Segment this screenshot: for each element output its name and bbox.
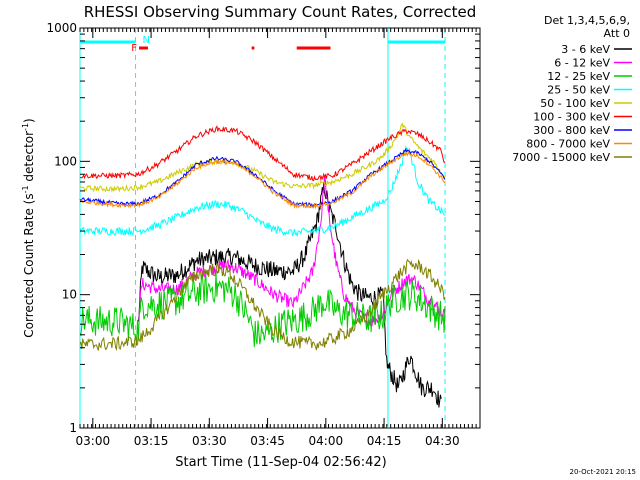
series-layer: [79, 122, 446, 408]
legend-entry-label: 12 - 25 keV: [547, 70, 610, 83]
series-line-8: [79, 258, 446, 352]
legend-entry-label: 6 - 12 keV: [554, 57, 610, 70]
night-label: N: [143, 35, 150, 46]
series-line-3: [79, 145, 446, 237]
legend-entry-label: 7000 - 15000 keV: [512, 151, 610, 164]
annotation-layer: NF: [79, 28, 446, 428]
chart-title: RHESSI Observing Summary Count Rates, Co…: [84, 3, 477, 21]
x-tick-label: 04:30: [425, 434, 460, 448]
x-axis-label: Start Time (11-Sep-04 02:56:42): [175, 455, 386, 470]
legend-entry-label: 25 - 50 keV: [547, 84, 610, 97]
legend-header-1: Det 1,3,4,5,6,9,: [544, 14, 630, 27]
legend-header-2: Att 0: [604, 27, 630, 40]
series-line-7: [79, 150, 446, 210]
flag-label: F: [131, 43, 137, 54]
x-tick-label: 03:30: [192, 434, 227, 448]
axis-layer: 1 10 100 1000 03:00 03:15 03:30 03:45 04:00 04:15…: [46, 21, 481, 448]
footer-date: 20-Oct-2021 20:15: [570, 468, 636, 476]
series-line-2: [79, 271, 446, 348]
series-line-1: [137, 175, 446, 328]
series-line-4: [79, 122, 446, 193]
x-tick-label: 04:00: [309, 434, 344, 448]
x-tick-label: 03:45: [250, 434, 285, 448]
series-line-0: [137, 182, 442, 408]
y-tick-label: 100: [54, 154, 77, 168]
x-tick-label: 04:15: [367, 434, 402, 448]
legend-entry-label: 50 - 100 keV: [540, 97, 610, 110]
x-tick-label: 03:00: [76, 434, 111, 448]
legend-entry-label: 800 - 7000 keV: [526, 138, 610, 151]
plot-frame: [79, 27, 481, 429]
legend-entry-label: 3 - 6 keV: [561, 43, 610, 56]
y-tick-label: 1000: [46, 21, 77, 35]
x-tick-label: 03:15: [134, 434, 169, 448]
legend-entry-label: 100 - 300 keV: [533, 111, 610, 124]
legend-entry-label: 300 - 800 keV: [533, 124, 610, 137]
series-line-5: [79, 125, 446, 182]
y-axis-label: Corrected Count Rate (s-1 detector-1): [21, 118, 36, 337]
y-tick-label: 1: [69, 421, 77, 435]
y-tick-label: 10: [62, 288, 77, 302]
